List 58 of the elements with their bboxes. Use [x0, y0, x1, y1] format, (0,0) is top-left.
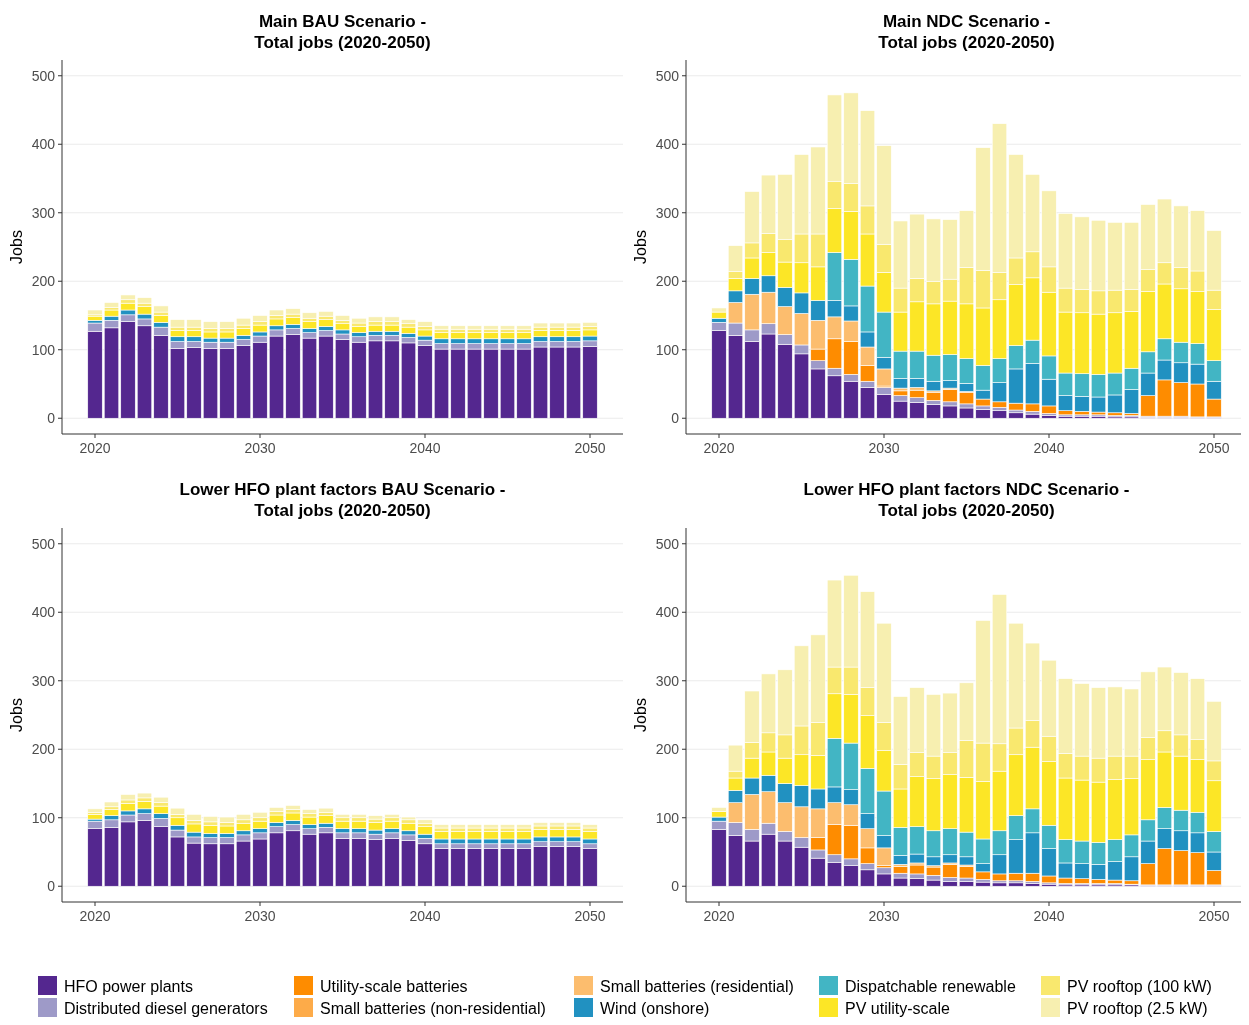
y-tick-label: 500 — [31, 535, 56, 552]
y-tick-label: 0 — [47, 410, 56, 427]
y-tick-label: 100 — [31, 341, 56, 358]
x-tick-label: 2040 — [1033, 908, 1065, 924]
x-tick-label: 2050 — [574, 908, 606, 924]
x-tick-label: 2020 — [703, 440, 735, 456]
y-axis-title: Jobs — [632, 698, 649, 732]
x-tick-label: 2040 — [409, 908, 441, 924]
chart-title: Main NDC Scenario - Total jobs (2020-2050) — [878, 12, 1055, 52]
legend-label: Dispatchable renewable — [845, 977, 1016, 995]
x-tick-label: 2050 — [574, 440, 606, 456]
y-tick-label: 500 — [31, 67, 56, 84]
legend-label: Small batteries (residential) — [600, 977, 794, 995]
y-tick-label: 200 — [655, 741, 680, 758]
x-tick-label: 2050 — [1198, 440, 1230, 456]
y-tick-label: 300 — [655, 204, 680, 221]
y-tick-label: 100 — [655, 341, 680, 358]
y-tick-label: 500 — [655, 535, 680, 552]
y-tick-label: 200 — [31, 741, 56, 758]
legend-label: PV utility-scale — [845, 999, 951, 1017]
y-tick-label: 100 — [655, 809, 680, 826]
x-tick-label: 2040 — [1033, 440, 1065, 456]
y-tick-label: 0 — [47, 878, 56, 895]
y-axis-title: Jobs — [8, 230, 25, 264]
y-tick-label: 400 — [655, 604, 680, 621]
x-tick-label: 2020 — [79, 440, 111, 456]
legend-label: Small batteries (non-residential) — [320, 999, 546, 1017]
y-tick-label: 300 — [655, 672, 680, 689]
chart-title: Main BAU Scenario - Total jobs (2020-2050) — [254, 12, 431, 52]
y-tick-label: 400 — [31, 136, 56, 153]
y-tick-label: 200 — [655, 273, 680, 290]
y-tick-label: 500 — [655, 67, 680, 84]
x-tick-label: 2040 — [409, 440, 441, 456]
y-tick-label: 200 — [31, 273, 56, 290]
chart-title: Lower HFO plant factors NDC Scenario - Total jobs (2020-2050) — [803, 480, 1130, 520]
legend-label: Wind (onshore) — [600, 999, 710, 1017]
y-axis-title: Jobs — [8, 698, 25, 732]
x-tick-label: 2050 — [1198, 908, 1230, 924]
chart-title: Lower HFO plant factors BAU Scenario - Total jobs (2020-2050) — [179, 480, 506, 520]
x-tick-label: 2030 — [244, 908, 276, 924]
legend-label: Distributed diesel generators — [64, 999, 268, 1017]
x-tick-label: 2020 — [79, 908, 111, 924]
y-tick-label: 400 — [31, 604, 56, 621]
y-tick-label: 100 — [31, 809, 56, 826]
y-tick-label: 300 — [31, 672, 56, 689]
x-tick-label: 2020 — [703, 908, 735, 924]
y-tick-label: 400 — [655, 136, 680, 153]
y-tick-label: 0 — [671, 878, 680, 895]
y-tick-label: 0 — [671, 410, 680, 427]
legend-label: Utility-scale batteries — [320, 977, 468, 995]
legend-label: PV rooftop (100 kW) — [1067, 977, 1212, 995]
y-tick-label: 300 — [31, 204, 56, 221]
legend-label: HFO power plants — [64, 977, 193, 995]
legend-label: PV rooftop (2.5 kW) — [1067, 999, 1208, 1017]
x-tick-label: 2030 — [244, 440, 276, 456]
y-axis-title: Jobs — [632, 230, 649, 264]
x-tick-label: 2030 — [868, 908, 900, 924]
x-tick-label: 2030 — [868, 440, 900, 456]
